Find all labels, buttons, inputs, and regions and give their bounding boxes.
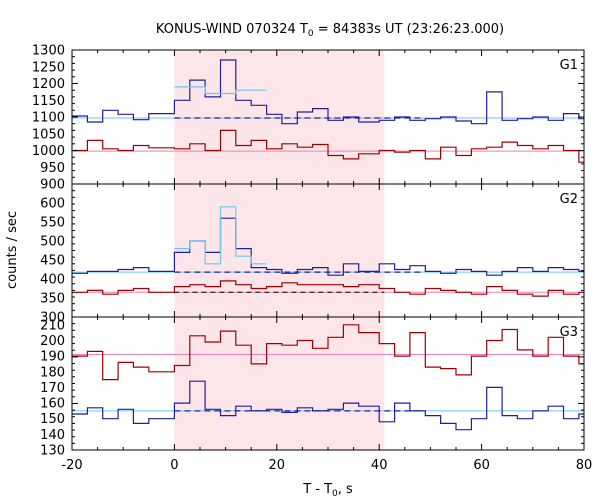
x-tick-label: -20 (61, 458, 82, 473)
g1-y-tick-label: 1200 (32, 77, 65, 92)
g2-panel-label: G2 (560, 192, 578, 207)
g3-y-tick-label: 180 (40, 365, 65, 380)
g3-y-tick-label: 170 (40, 381, 65, 396)
g2-y-tick-label: 550 (40, 216, 65, 231)
x-tick-label: 60 (473, 458, 490, 473)
ticks-layer: G19009501000105011001150120012501300G230… (32, 44, 592, 474)
g2-y-tick-label: 600 (40, 197, 65, 212)
x-tick-label: 80 (576, 458, 593, 473)
g3-y-tick-label: 210 (40, 318, 65, 333)
g1-y-tick-label: 1050 (32, 127, 65, 142)
g1-blue-fit-series (174, 86, 267, 95)
g3-y-tick-label: 130 (40, 444, 65, 459)
g3-red-series (72, 324, 584, 381)
g3-highlight-interval (174, 317, 385, 450)
g3-panel-label: G3 (560, 325, 578, 340)
g2-red-series (72, 280, 584, 297)
g2-y-tick-label: 350 (40, 292, 65, 307)
x-axis-title: T - T0, s (302, 482, 353, 499)
highlight-interval-layer (174, 50, 385, 450)
g1-y-tick-label: 1300 (32, 44, 65, 59)
g3-y-tick-label: 150 (40, 412, 65, 427)
g1-y-tick-label: 900 (40, 178, 65, 193)
g3-y-tick-label: 160 (40, 397, 65, 412)
g2-blue-series (72, 217, 584, 276)
g1-panel-label: G1 (560, 58, 578, 73)
x-tick-label: 40 (371, 458, 388, 473)
g2-y-tick-label: 450 (40, 254, 65, 269)
g1-blue-series (72, 59, 584, 125)
g2-y-tick-label: 500 (40, 235, 65, 250)
y-axis-title: counts / sec (5, 211, 20, 289)
g1-y-tick-label: 1100 (32, 111, 65, 126)
g2-highlight-interval (174, 184, 385, 317)
x-tick-label: 20 (269, 458, 286, 473)
g1-y-tick-label: 1000 (32, 144, 65, 159)
g2-blue-fit-series (174, 206, 267, 265)
g3-y-tick-label: 200 (40, 334, 65, 349)
chart-title: KONUS-WIND 070324 T0 = 84383s UT (23:26:… (156, 22, 504, 39)
g1-y-tick-label: 950 (40, 161, 65, 176)
x-tick-label: 0 (170, 458, 178, 473)
g2-y-tick-label: 300 (40, 311, 65, 326)
series-layer (72, 59, 584, 431)
g3-y-tick-label: 140 (40, 428, 65, 443)
g2-y-tick-label: 400 (40, 273, 65, 288)
g1-y-tick-label: 1150 (32, 94, 65, 109)
g1-y-tick-label: 1250 (32, 60, 65, 75)
g3-blue-series (72, 380, 584, 431)
g3-y-tick-label: 190 (40, 350, 65, 365)
g1-red-series (72, 129, 584, 163)
